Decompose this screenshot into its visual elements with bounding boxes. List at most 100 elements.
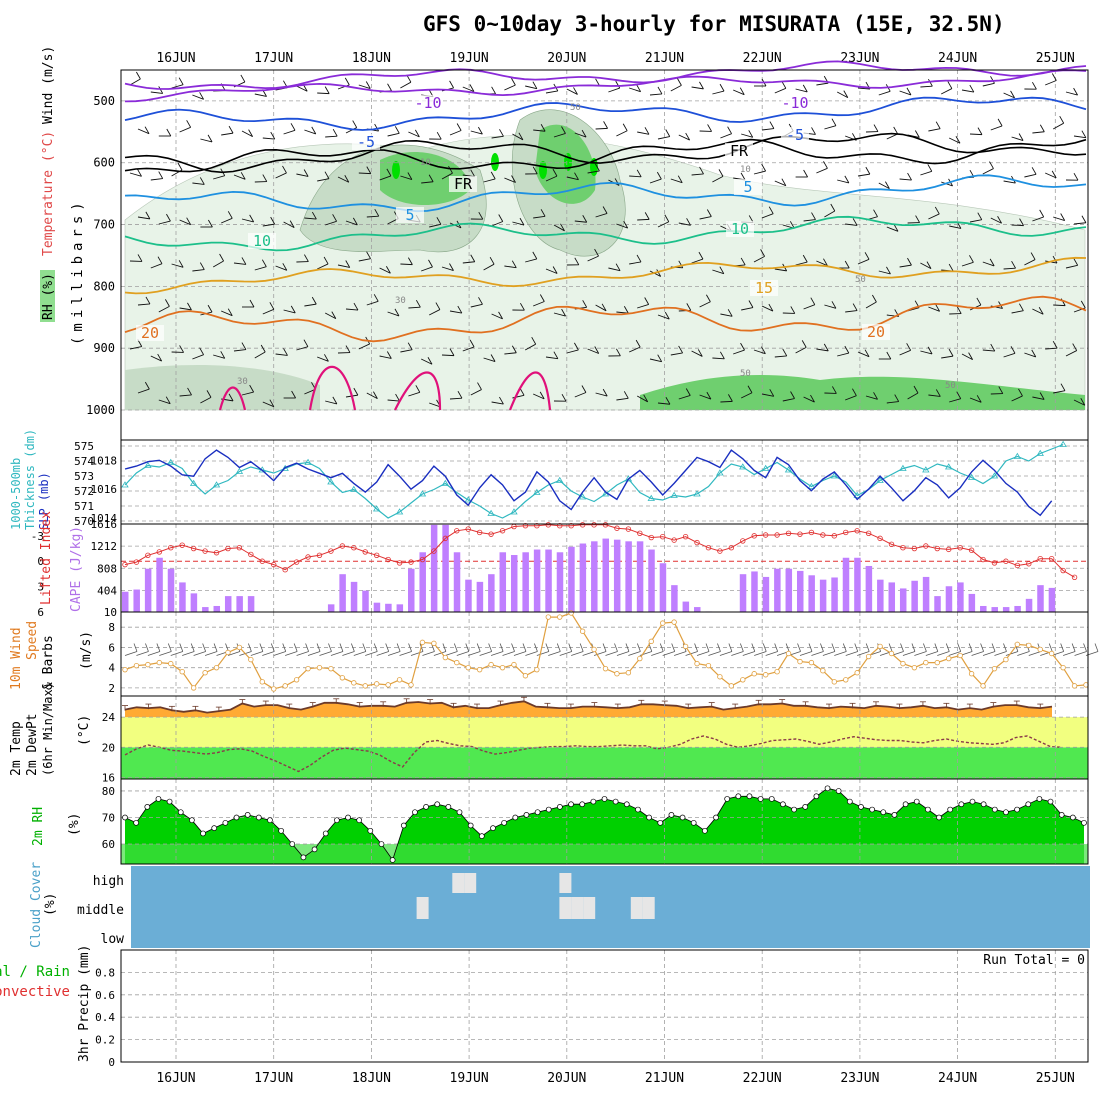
wind-barb-flag	[511, 260, 517, 268]
wind-barb	[400, 263, 413, 266]
wind-barb-flag	[394, 126, 400, 134]
wind10m-point	[785, 650, 792, 657]
cape-bar	[579, 543, 587, 612]
cape-bar	[465, 579, 472, 612]
wind-barb-flag	[227, 308, 233, 316]
top-day-label: 21JUN	[645, 51, 684, 66]
wind10m-point	[980, 683, 986, 689]
wind10m-point	[957, 652, 963, 659]
wind-barb	[213, 354, 225, 359]
axis-title-speed: Speed	[25, 621, 40, 660]
lifted-point	[179, 542, 185, 548]
wind-barb	[587, 170, 600, 174]
lifted-point	[1048, 555, 1055, 562]
lifted-point	[156, 549, 163, 555]
wind10m-point	[1026, 642, 1032, 649]
wind10m-point	[271, 686, 277, 692]
wind-barb-flag	[781, 81, 787, 89]
wind-barb	[733, 349, 745, 355]
wind10m-barb-flag	[614, 643, 618, 652]
wind-barb-flag	[449, 263, 454, 271]
thickness-point	[1059, 440, 1067, 447]
wind10m-barb	[250, 651, 263, 656]
rh2m-point	[423, 804, 429, 810]
wind10m-barb	[902, 651, 916, 656]
wind-barb-flag	[303, 339, 309, 347]
wind-barb-flag	[893, 224, 899, 232]
cape-bar	[339, 574, 346, 612]
wind-barb-flag	[976, 297, 982, 306]
wind-barb-flag	[997, 118, 1003, 127]
rh2m-point	[467, 822, 474, 829]
wind-barb	[470, 303, 483, 308]
lifted-point	[774, 532, 780, 538]
lifted-point	[499, 528, 506, 534]
wind-barb-flag	[499, 396, 504, 405]
axis-title-rh: RH (%)	[41, 273, 56, 320]
thickness-tick-label: 572	[74, 485, 94, 498]
wind-barb-flag	[219, 253, 224, 262]
lifted-point	[431, 548, 437, 554]
lifted-point	[660, 533, 666, 540]
pressure-tick-label: 900	[93, 341, 115, 355]
wind-barb-flag	[665, 129, 671, 137]
wind-barb-flag	[623, 391, 629, 399]
wind-barb-flag	[519, 388, 525, 396]
wind-barb-flag	[823, 343, 829, 352]
wind10m-point	[133, 662, 140, 669]
cape-bar	[1025, 598, 1033, 612]
wind-barb	[920, 262, 932, 270]
wind-barb-flag	[136, 71, 141, 80]
wind-barb	[241, 130, 253, 138]
wind-barb	[192, 182, 205, 185]
wind-barb-flag	[1073, 172, 1079, 181]
wind10m-point	[648, 638, 654, 645]
wind-barb-flag	[561, 126, 566, 134]
lifted-point	[785, 530, 792, 537]
lifted-point	[362, 549, 368, 555]
rh2m-point	[200, 830, 206, 837]
wind-barb-flag	[540, 124, 546, 132]
isotherm-label: -5	[786, 126, 804, 144]
lifted-tick-label: -3	[31, 530, 44, 543]
wind-barb	[483, 357, 496, 362]
wind-barb-flag	[470, 169, 476, 177]
wind-barb	[574, 220, 587, 223]
lifted-point	[190, 545, 197, 552]
isotherm-label-bg	[449, 176, 477, 192]
wind10m-barb	[147, 651, 161, 656]
lifted-point	[911, 545, 918, 552]
wind-barb-flag	[956, 306, 962, 314]
isotherm-label: -10	[781, 94, 808, 112]
cape-bar	[202, 607, 209, 612]
wind-barb-flag	[290, 123, 296, 131]
wind-barb-flag	[616, 348, 621, 357]
wind-barb-flag	[574, 172, 579, 180]
wind-barb-flag	[385, 266, 391, 274]
wind-barb-flag	[573, 87, 578, 95]
lifted-point	[202, 548, 208, 554]
wind-barb-flag	[644, 297, 650, 305]
wind10m-barb	[124, 651, 138, 656]
cape-bar	[694, 607, 701, 612]
wind-barb-flag	[968, 352, 973, 360]
wind-barb	[491, 135, 504, 139]
wind-barb	[608, 267, 621, 272]
wind10m-barb	[388, 651, 401, 656]
rh2m-point	[635, 806, 641, 813]
wind-barb-flag	[511, 175, 516, 183]
wind-barb	[741, 133, 753, 138]
rh2m-point	[133, 819, 140, 826]
wind-barb-flag	[997, 216, 1002, 224]
wind-barb-flag	[926, 261, 932, 269]
wind-barb-flag	[1051, 170, 1057, 179]
rh-contour-label: 50	[570, 103, 581, 113]
wind-barb-flag	[748, 130, 754, 138]
wind-barb-flag	[581, 385, 587, 393]
wind-barb	[275, 353, 288, 356]
rh2m-point	[1047, 798, 1054, 805]
wind-barb-flag	[790, 391, 795, 399]
rh2m-point	[757, 796, 764, 802]
wind-barb-flag	[290, 305, 296, 314]
wind-barb-flag	[594, 248, 599, 257]
